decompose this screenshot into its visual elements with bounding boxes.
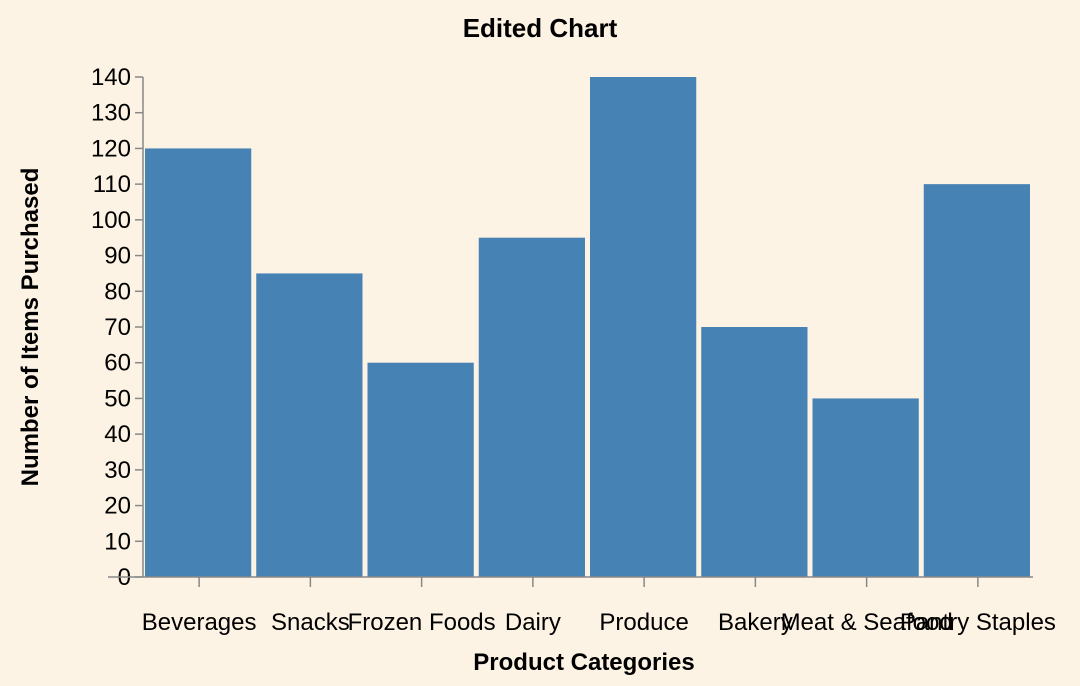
bar-meat-seafood — [812, 398, 919, 577]
x-tick-label: Beverages — [142, 609, 257, 636]
x-tick-label: Produce — [599, 609, 688, 636]
bar-dairy — [478, 237, 585, 577]
y-axis-title: Number of Items Purchased — [17, 168, 44, 487]
y-tick-label: 110 — [93, 171, 131, 198]
bar-beverages — [145, 148, 252, 577]
chart-title: Edited Chart — [463, 13, 618, 43]
bar-produce — [590, 77, 697, 577]
y-tick-label: 20 — [104, 493, 131, 520]
y-tick-label: 120 — [91, 135, 131, 162]
x-tick-label: Snacks — [271, 609, 350, 636]
x-tick-label: Bakery — [718, 609, 793, 636]
bar-snacks — [256, 273, 363, 577]
x-tick-label: Dairy — [505, 609, 561, 636]
y-tick-label: 140 — [91, 64, 131, 91]
y-tick-label: 60 — [104, 350, 131, 377]
bars — [145, 77, 1030, 577]
bar-pantry-staples — [923, 184, 1030, 577]
bar-bakery — [701, 327, 808, 577]
x-tick-label: Meat & Seafood — [781, 609, 953, 636]
bar-frozen-foods — [367, 362, 474, 577]
y-tick-label: 30 — [104, 457, 131, 484]
x-tick-label: Pantry Staples — [900, 609, 1056, 636]
y-tick-label: 80 — [104, 278, 131, 305]
y-tick-label: 10 — [104, 528, 131, 555]
x-axis-title: Product Categories — [473, 649, 694, 676]
y-tick-label: 70 — [104, 314, 131, 341]
y-tick-label: 130 — [91, 100, 131, 127]
y-tick-label: 50 — [104, 385, 131, 412]
y-tick-label: 90 — [104, 243, 131, 270]
x-tick-label: Frozen Foods — [348, 609, 496, 636]
y-tick-label: 100 — [91, 207, 131, 234]
y-tick-label: 40 — [104, 421, 131, 448]
